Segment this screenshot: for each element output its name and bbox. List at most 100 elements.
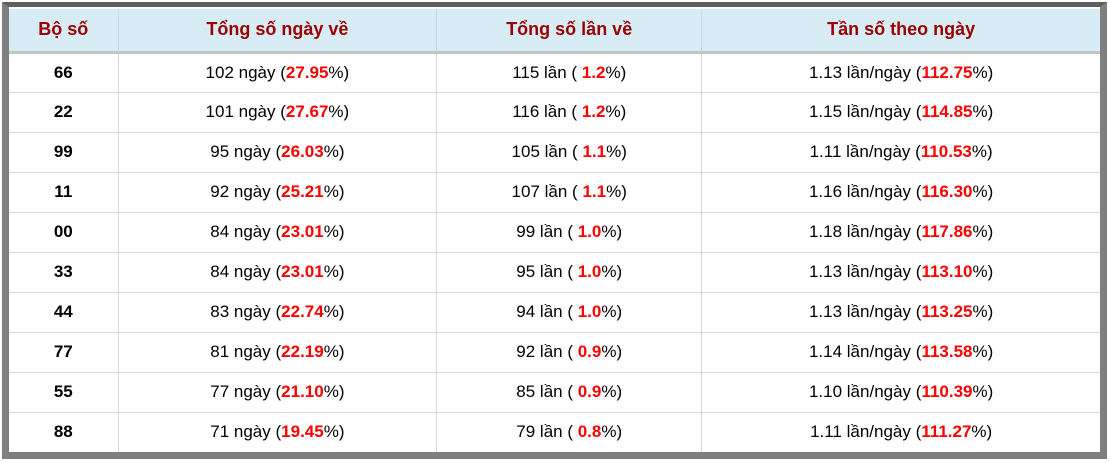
freq-text: 1.11 lần/ngày (: [809, 142, 921, 161]
lottery-pair-statistics-table: Bộ số Tổng số ngày về Tổng số lần về Tần…: [9, 9, 1100, 452]
times-text: 95 lần (: [516, 262, 578, 281]
days-text-suffix: %): [323, 262, 345, 281]
cell-total-times: 94 lần ( 1.0%): [436, 292, 703, 333]
freq-text-suffix: %): [972, 342, 994, 361]
cell-pair-number: 22: [9, 92, 119, 133]
table-row: 11 92 ngày (25.21%) 107 lần ( 1.1%) 1.16…: [9, 172, 1100, 213]
times-text-suffix: %): [605, 62, 627, 82]
times-percent-value: 1.0: [577, 222, 602, 241]
cell-frequency-per-day: 1.13 lần/ngày (112.75%): [701, 52, 1100, 93]
times-text-suffix: %): [601, 342, 623, 361]
days-text-suffix: %): [323, 182, 345, 201]
times-percent-value: 1.2: [581, 102, 606, 121]
times-percent-value: 1.2: [581, 62, 606, 82]
cell-pair-number: 99: [9, 132, 119, 173]
cell-frequency-per-day: 1.13 lần/ngày (113.10%): [701, 252, 1100, 293]
freq-text-suffix: %): [971, 422, 993, 442]
cell-total-days: 81 ngày (22.19%): [118, 332, 438, 373]
cell-total-days: 83 ngày (22.74%): [118, 292, 438, 333]
cell-pair-number: 55: [9, 372, 119, 413]
cell-total-times: 85 lần ( 0.9%): [436, 372, 703, 413]
cell-pair-number: 11: [9, 172, 119, 213]
table-row: 99 95 ngày (26.03%) 105 lần ( 1.1%) 1.11…: [9, 132, 1100, 173]
cell-pair-number: 88: [9, 412, 119, 452]
days-text-suffix: %): [323, 142, 345, 161]
times-text: 79 lần (: [516, 422, 578, 442]
days-text: 102 ngày (: [205, 62, 286, 82]
cell-total-times: 105 lần ( 1.1%): [436, 132, 703, 173]
days-text: 95 ngày (: [210, 142, 282, 161]
cell-frequency-per-day: 1.11 lần/ngày (110.53%): [701, 132, 1100, 173]
header-total-times: Tổng số lần về: [436, 9, 703, 54]
times-text: 94 lần (: [516, 302, 578, 321]
times-percent-value: 1.0: [577, 262, 602, 281]
cell-frequency-per-day: 1.11 lần/ngày (111.27%): [701, 412, 1100, 452]
times-text-suffix: %): [606, 182, 627, 201]
cell-frequency-per-day: 1.15 lần/ngày (114.85%): [701, 92, 1100, 133]
cell-total-times: 79 lần ( 0.8%): [436, 412, 703, 452]
times-percent-value: 0.9: [577, 382, 602, 401]
cell-total-days: 92 ngày (25.21%): [118, 172, 438, 213]
freq-text-suffix: %): [971, 142, 993, 161]
times-percent-value: 1.0: [577, 302, 602, 321]
times-percent-value: 1.1: [582, 182, 607, 201]
cell-total-times: 107 lần ( 1.1%): [436, 172, 703, 213]
days-text-suffix: %): [328, 62, 350, 82]
days-text-suffix: %): [323, 222, 345, 241]
cell-total-times: 95 lần ( 1.0%): [436, 252, 703, 293]
cell-total-days: 95 ngày (26.03%): [118, 132, 438, 173]
cell-total-days: 71 ngày (19.45%): [118, 412, 438, 452]
days-text: 92 ngày (: [210, 182, 282, 201]
days-text-suffix: %): [323, 342, 345, 361]
days-percent-value: 27.95: [285, 62, 329, 82]
cell-total-times: 116 lần ( 1.2%): [436, 92, 703, 133]
days-text: 81 ngày (: [210, 342, 282, 361]
freq-text-suffix: %): [972, 302, 994, 321]
days-percent-value: 26.03: [281, 142, 324, 161]
cell-total-days: 102 ngày (27.95%): [118, 52, 438, 93]
times-text: 105 lần (: [511, 142, 583, 161]
days-percent-value: 19.45: [281, 422, 324, 442]
times-percent-value: 0.8: [577, 422, 602, 442]
freq-percent-value: 112.75: [921, 62, 973, 82]
days-percent-value: 23.01: [281, 222, 324, 241]
days-text-suffix: %): [323, 422, 345, 442]
freq-percent-value: 110.53: [920, 142, 972, 161]
times-text-suffix: %): [606, 142, 627, 161]
freq-text: 1.15 lần/ngày (: [808, 102, 922, 121]
freq-text: 1.13 lần/ngày (: [808, 262, 922, 281]
freq-text-suffix: %): [972, 222, 994, 241]
days-text: 83 ngày (: [210, 302, 282, 321]
header-total-days: Tổng số ngày về: [118, 9, 438, 54]
cell-pair-number: 00: [9, 212, 119, 253]
freq-percent-value: 113.10: [921, 262, 973, 281]
times-text-suffix: %): [601, 222, 623, 241]
days-percent-value: 21.10: [281, 382, 324, 401]
cell-frequency-per-day: 1.10 lần/ngày (110.39%): [701, 372, 1100, 413]
table-row: 44 83 ngày (22.74%) 94 lần ( 1.0%) 1.13 …: [9, 292, 1100, 333]
days-text: 71 ngày (: [210, 422, 282, 442]
freq-percent-value: 113.58: [921, 342, 973, 361]
days-text: 101 ngày (: [205, 102, 286, 121]
days-text-suffix: %): [323, 302, 345, 321]
freq-text-suffix: %): [972, 62, 994, 82]
cell-total-days: 77 ngày (21.10%): [118, 372, 438, 413]
table-row: 88 71 ngày (19.45%) 79 lần ( 0.8%) 1.11 …: [9, 412, 1100, 452]
cell-pair-number: 33: [9, 252, 119, 293]
cell-total-days: 84 ngày (23.01%): [118, 252, 438, 293]
days-percent-value: 27.67: [285, 102, 329, 121]
freq-text: 1.16 lần/ngày (: [808, 182, 922, 201]
times-text-suffix: %): [601, 382, 623, 401]
days-text-suffix: %): [323, 382, 345, 401]
times-text: 107 lần (: [511, 182, 583, 201]
cell-total-days: 84 ngày (23.01%): [118, 212, 438, 253]
days-percent-value: 25.21: [281, 182, 324, 201]
header-frequency-per-day: Tần số theo ngày: [701, 9, 1100, 54]
freq-text-suffix: %): [972, 182, 994, 201]
times-percent-value: 0.9: [577, 342, 602, 361]
cell-frequency-per-day: 1.16 lần/ngày (116.30%): [701, 172, 1100, 213]
table-row: 55 77 ngày (21.10%) 85 lần ( 0.9%) 1.10 …: [9, 372, 1100, 413]
times-percent-value: 1.1: [582, 142, 607, 161]
freq-text-suffix: %): [972, 382, 994, 401]
freq-text: 1.13 lần/ngày (: [808, 62, 922, 82]
